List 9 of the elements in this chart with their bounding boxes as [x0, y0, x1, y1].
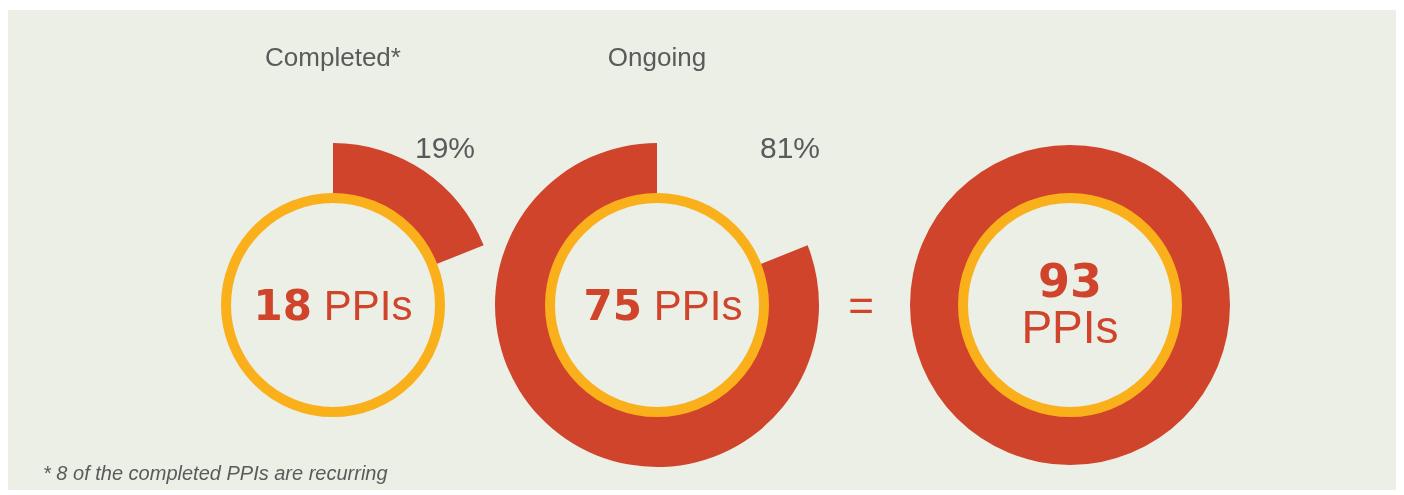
- text: =: [848, 281, 874, 330]
- data-label: 19%: [414, 131, 476, 164]
- category-label: Completed*: [265, 42, 401, 72]
- category-label: Ongoing: [607, 42, 707, 72]
- text: * 8 of the completed PPIs are recurring: [43, 462, 388, 484]
- text: 75 PPIs: [583, 281, 743, 330]
- text: 18 PPIs: [253, 281, 413, 330]
- text: 93 PPIs: [1021, 254, 1119, 353]
- data-label: 81%: [759, 131, 821, 164]
